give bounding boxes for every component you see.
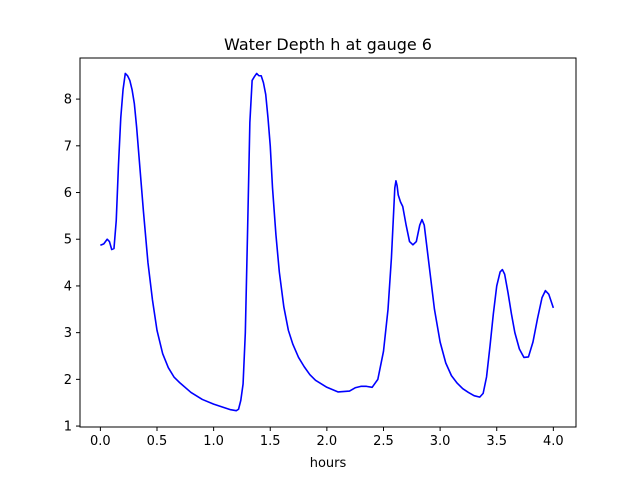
series-line-0 (100, 72, 555, 412)
axes-frame (79, 57, 577, 428)
x-axis-label: hours (310, 456, 347, 471)
x-tick-label: 0.0 (90, 434, 111, 449)
x-tick-label: 1.0 (203, 434, 224, 449)
x-axis-ticks: 0.0 0.5 1.0 1.5 2.0 2.5 3.0 3.5 4.0 (90, 427, 564, 449)
y-tick-label: 6 (64, 186, 72, 201)
y-tick-label: 7 (64, 139, 72, 154)
x-tick-label: 2.0 (317, 434, 338, 449)
y-tick-label: 5 (64, 233, 72, 248)
x-tick-label: 3.0 (430, 434, 451, 449)
chart-title: Water Depth h at gauge 6 (224, 35, 432, 54)
y-tick-label: 2 (64, 373, 72, 388)
x-tick-label: 2.5 (373, 434, 394, 449)
x-tick-label: 1.5 (260, 434, 281, 449)
plot-area (100, 72, 555, 412)
y-tick-label: 8 (64, 93, 72, 108)
y-tick-label: 3 (64, 326, 72, 341)
x-tick-label: 0.5 (147, 434, 168, 449)
y-tick-label: 4 (64, 279, 72, 294)
x-tick-label: 3.5 (486, 434, 507, 449)
y-axis-ticks: 1 2 3 4 5 6 7 8 (64, 93, 80, 435)
y-tick-label: 1 (64, 420, 72, 435)
x-tick-label: 4.0 (543, 434, 564, 449)
